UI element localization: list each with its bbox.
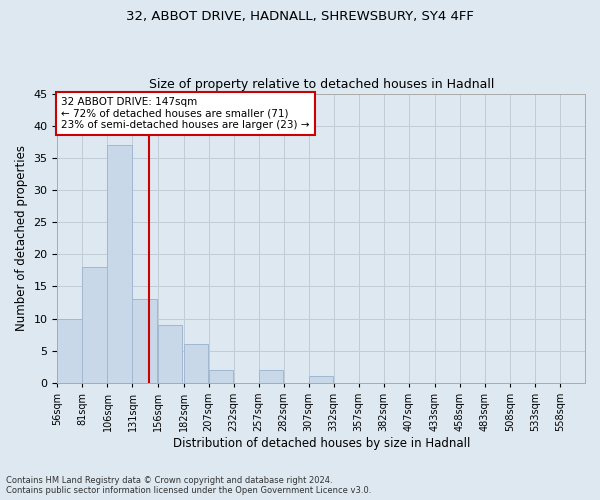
Bar xyxy=(184,344,208,383)
Bar xyxy=(209,370,233,383)
Y-axis label: Number of detached properties: Number of detached properties xyxy=(15,145,28,331)
Bar xyxy=(107,145,131,383)
Bar xyxy=(82,267,107,383)
X-axis label: Distribution of detached houses by size in Hadnall: Distribution of detached houses by size … xyxy=(173,437,470,450)
Text: 32, ABBOT DRIVE, HADNALL, SHREWSBURY, SY4 4FF: 32, ABBOT DRIVE, HADNALL, SHREWSBURY, SY… xyxy=(126,10,474,23)
Bar xyxy=(58,318,82,383)
Bar xyxy=(133,300,157,383)
Bar xyxy=(308,376,333,383)
Bar xyxy=(158,325,182,383)
Text: 32 ABBOT DRIVE: 147sqm
← 72% of detached houses are smaller (71)
23% of semi-det: 32 ABBOT DRIVE: 147sqm ← 72% of detached… xyxy=(61,97,310,130)
Bar xyxy=(259,370,283,383)
Title: Size of property relative to detached houses in Hadnall: Size of property relative to detached ho… xyxy=(149,78,494,91)
Text: Contains HM Land Registry data © Crown copyright and database right 2024.
Contai: Contains HM Land Registry data © Crown c… xyxy=(6,476,371,495)
